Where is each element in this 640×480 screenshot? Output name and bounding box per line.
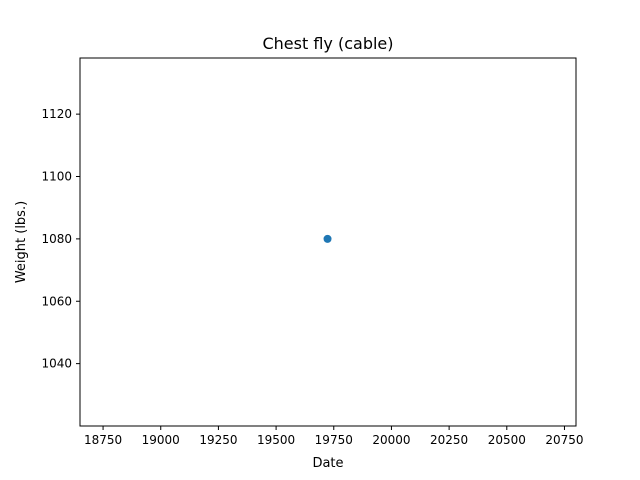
- x-axis: 18750 19000 19250 19500 19750 20000 20250 20500…: [84, 426, 584, 447]
- x-tick-label: 20750: [545, 433, 583, 447]
- x-tick-label: 20000: [372, 433, 410, 447]
- plot-area: [323, 234, 332, 243]
- x-tick-label: 19750: [315, 433, 353, 447]
- x-tick-label: 20250: [430, 433, 468, 447]
- y-tick-label: 1040: [41, 357, 72, 371]
- data-point: [323, 234, 332, 243]
- x-tick-label: 19000: [142, 433, 180, 447]
- y-tick-label: 1100: [41, 170, 72, 184]
- x-tick-label: 20500: [488, 433, 526, 447]
- y-tick-label: 1080: [41, 232, 72, 246]
- y-tick-label: 1120: [41, 107, 72, 121]
- axes-frame: [79, 57, 577, 427]
- x-axis-label: Date: [312, 456, 343, 471]
- x-tick-label: 19500: [257, 433, 295, 447]
- x-tick-label: 19250: [199, 433, 237, 447]
- y-axis-label: Weight (lbs.): [14, 201, 29, 283]
- y-axis: 1040 1060 1080 1100 1120: [41, 107, 80, 371]
- chart-title: Chest fly (cable): [262, 34, 393, 53]
- x-tick-label: 18750: [84, 433, 122, 447]
- y-tick-label: 1060: [41, 294, 72, 308]
